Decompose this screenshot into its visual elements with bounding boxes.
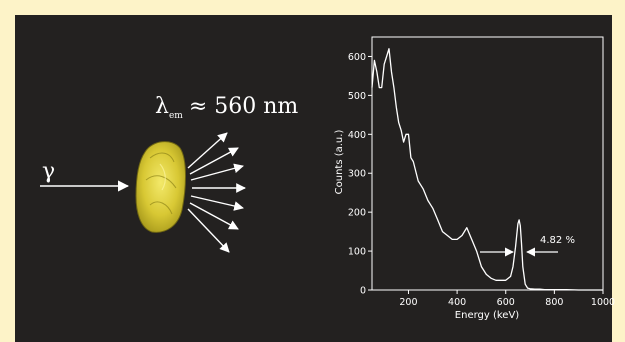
plot-frame bbox=[371, 36, 604, 291]
y-axis: 0 100 200 300 400 500 600 bbox=[348, 52, 372, 297]
crystal-image bbox=[135, 141, 186, 233]
y-tick-label: 500 bbox=[348, 91, 366, 102]
x-axis-label: Energy (keV) bbox=[455, 310, 520, 321]
y-tick-label: 0 bbox=[360, 286, 366, 297]
dark-panel bbox=[15, 15, 612, 342]
y-tick-label: 300 bbox=[348, 169, 366, 180]
y-tick-label: 200 bbox=[348, 208, 366, 219]
spectrum-line bbox=[371, 48, 603, 291]
y-tick-label: 400 bbox=[348, 130, 366, 141]
emission-arrow bbox=[190, 195, 244, 211]
fwhm-annotation: 4.82 % bbox=[480, 235, 575, 257]
plot-area bbox=[371, 36, 604, 291]
y-tick-label: 600 bbox=[348, 52, 366, 63]
x-tick-label: 1000 bbox=[591, 297, 615, 308]
x-tick-label: 400 bbox=[448, 297, 466, 308]
x-tick-label: 200 bbox=[399, 297, 417, 308]
emission-label: λem ≈ 560 nm bbox=[155, 94, 298, 121]
fwhm-label: 4.82 % bbox=[540, 235, 575, 246]
emission-arrow bbox=[189, 202, 239, 230]
gamma-label: γ bbox=[42, 159, 55, 184]
emission-arrow bbox=[189, 147, 239, 175]
emission-arrow bbox=[187, 132, 228, 169]
y-axis-label: Counts (a.u.) bbox=[334, 130, 345, 195]
y-tick-label: 100 bbox=[348, 247, 366, 258]
emission-arrows bbox=[187, 132, 246, 253]
x-axis: 200 400 600 800 1000 bbox=[399, 290, 615, 308]
x-tick-label: 800 bbox=[545, 297, 563, 308]
emission-arrow bbox=[190, 163, 244, 181]
x-tick-label: 600 bbox=[497, 297, 515, 308]
emission-arrow bbox=[187, 208, 230, 253]
